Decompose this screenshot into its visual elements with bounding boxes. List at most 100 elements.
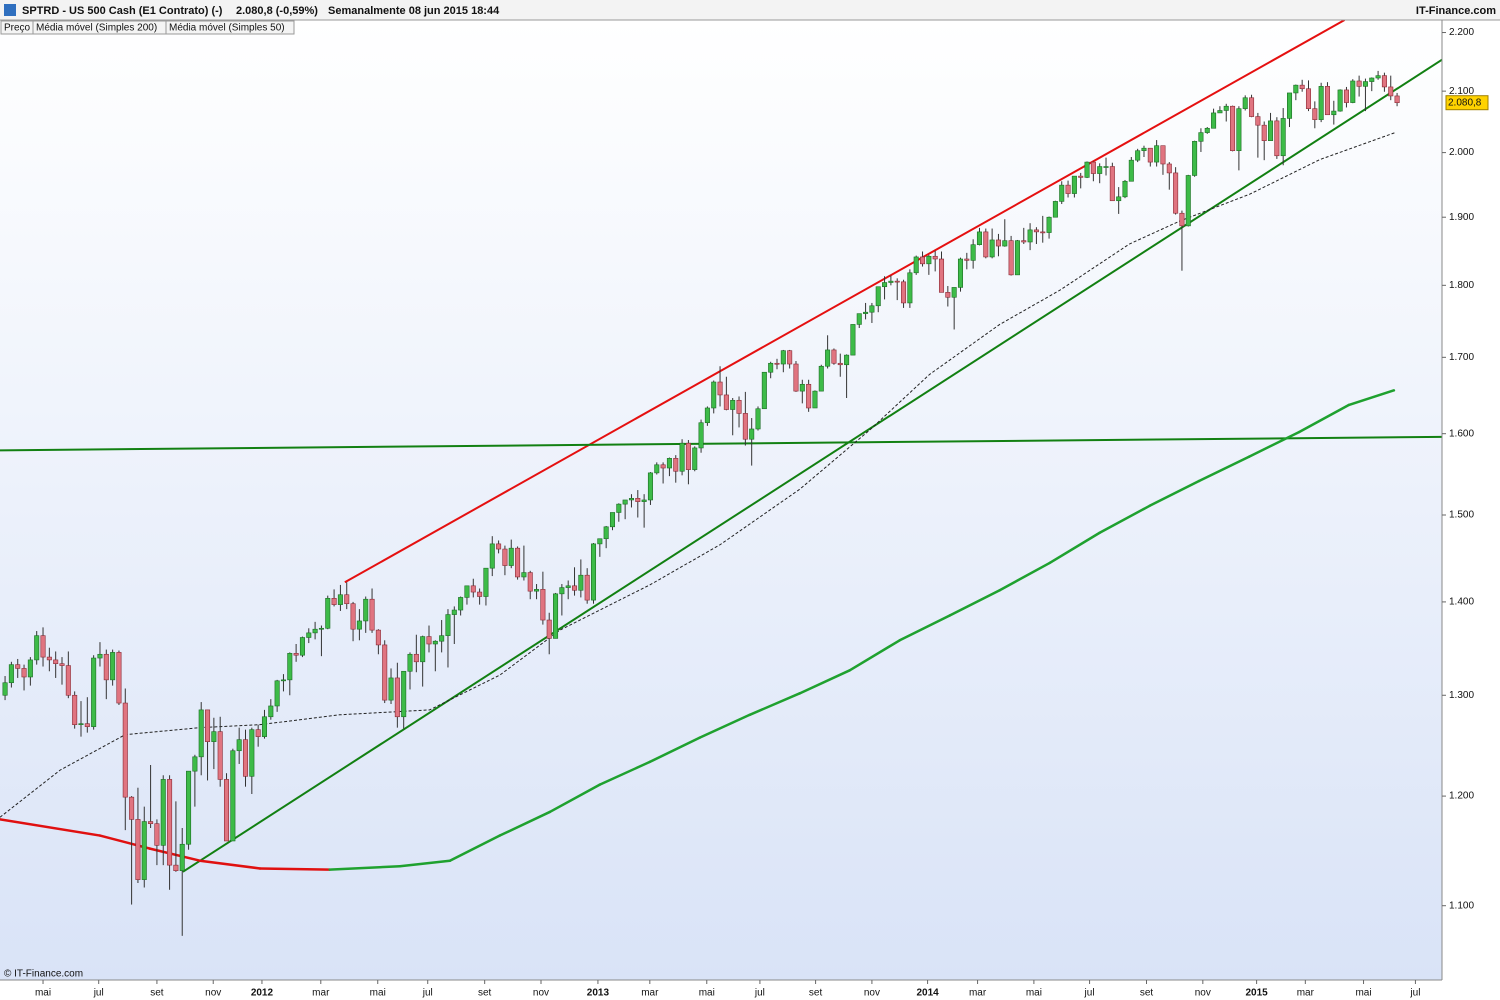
y-tick-label: 1.300	[1449, 690, 1474, 701]
candle-body	[1198, 132, 1204, 142]
moving-average-segment	[398, 859, 452, 868]
y-tick-label: 2.100	[1449, 86, 1474, 97]
candle-body	[1268, 120, 1274, 141]
candle-body	[116, 652, 122, 704]
moving-average-segment	[1098, 504, 1151, 535]
candle-body	[268, 705, 274, 718]
legend-entry[interactable]: Média móvel (Simples 200)	[36, 23, 157, 34]
x-tick-label: set	[1140, 988, 1154, 999]
candle-body	[534, 589, 540, 592]
candle-body	[236, 739, 242, 752]
candle-body	[1116, 196, 1122, 202]
candle-body	[540, 589, 546, 621]
candle-body	[1185, 175, 1191, 227]
candle-body	[53, 659, 59, 664]
candle-body	[894, 280, 900, 283]
candle-body	[122, 702, 128, 798]
moving-average-segment	[1297, 403, 1351, 434]
candle-body	[426, 636, 432, 645]
x-tick-label: mai	[1026, 988, 1042, 999]
legend-price[interactable]: Preço	[4, 23, 31, 34]
candle-body	[458, 597, 464, 611]
candle-body	[1204, 127, 1210, 133]
candle-body	[1324, 86, 1330, 116]
candle-body	[1141, 147, 1147, 152]
candle-body	[160, 779, 166, 846]
candle-body	[15, 664, 21, 669]
candle-body	[167, 779, 173, 866]
y-tick-label: 1.800	[1449, 280, 1474, 291]
candle-body	[312, 628, 318, 634]
candle-body	[1027, 229, 1033, 243]
moving-average-segment	[598, 760, 652, 786]
moving-average-segment	[548, 783, 602, 814]
candle-body	[825, 349, 831, 367]
candle-body	[394, 677, 400, 718]
candle-body	[976, 231, 982, 245]
candle-body	[464, 585, 470, 598]
x-tick-label: nov	[533, 988, 549, 999]
candle-body	[477, 591, 483, 597]
candle-body	[1154, 145, 1160, 163]
candle-body	[1033, 229, 1039, 233]
candle-body	[413, 653, 419, 663]
legend-entry[interactable]: Média móvel (Simples 50)	[169, 23, 285, 34]
moving-average-segment	[258, 867, 331, 871]
candle-body	[420, 636, 426, 663]
candle-body	[1097, 166, 1103, 174]
candle-body	[692, 447, 698, 470]
candle-body	[875, 286, 881, 307]
candle-body	[673, 458, 679, 472]
candle-body	[27, 659, 33, 678]
candle-body	[584, 574, 590, 601]
candle-body	[1040, 231, 1046, 234]
candle-body	[717, 381, 723, 396]
candle-body	[350, 603, 356, 630]
y-tick-label: 1.700	[1449, 352, 1474, 363]
candle-body	[698, 422, 704, 449]
candle-body	[230, 750, 236, 842]
x-tick-label: jul	[1084, 988, 1095, 999]
candle-body	[1052, 201, 1058, 218]
brand: IT-Finance.com	[1416, 5, 1496, 17]
candle-body	[249, 729, 255, 777]
candle-body	[736, 399, 742, 414]
x-tick-label: 2013	[587, 988, 610, 999]
legend-button[interactable]	[165, 20, 295, 35]
candle-body	[59, 663, 65, 666]
candle-body	[818, 365, 824, 392]
candle-body	[78, 723, 84, 725]
x-tick-label: jul	[1409, 988, 1420, 999]
candle-body	[186, 770, 192, 845]
candle-body	[135, 819, 141, 880]
candle-body	[401, 670, 407, 718]
x-tick-label: mai	[35, 988, 51, 999]
candle-body	[957, 258, 964, 288]
moving-average-segment	[1347, 389, 1396, 407]
candle-body	[242, 739, 249, 777]
moving-average-segment	[498, 810, 552, 837]
candle-body	[34, 635, 40, 661]
candle-body	[521, 572, 527, 578]
candle-body	[863, 311, 869, 314]
candle-body	[198, 709, 204, 758]
candle-body	[445, 614, 451, 636]
candle-body	[578, 574, 584, 591]
y-tick-label: 2.000	[1449, 147, 1474, 158]
candle-body	[1211, 112, 1217, 129]
candle-body	[1381, 75, 1387, 88]
candle-body	[1109, 166, 1115, 202]
candle-body	[141, 821, 147, 880]
candle-body	[306, 632, 312, 638]
quote: 2.080,8 (-0,59%)	[236, 5, 318, 17]
candle-body	[1369, 77, 1375, 82]
candle-body	[774, 362, 780, 365]
candle-body	[325, 598, 331, 629]
candle-body	[666, 458, 672, 469]
candle-body	[388, 677, 394, 701]
candle-body	[850, 324, 856, 356]
candle-body	[1147, 147, 1153, 163]
moving-average-segment	[1148, 479, 1201, 508]
candle-body	[635, 498, 641, 502]
